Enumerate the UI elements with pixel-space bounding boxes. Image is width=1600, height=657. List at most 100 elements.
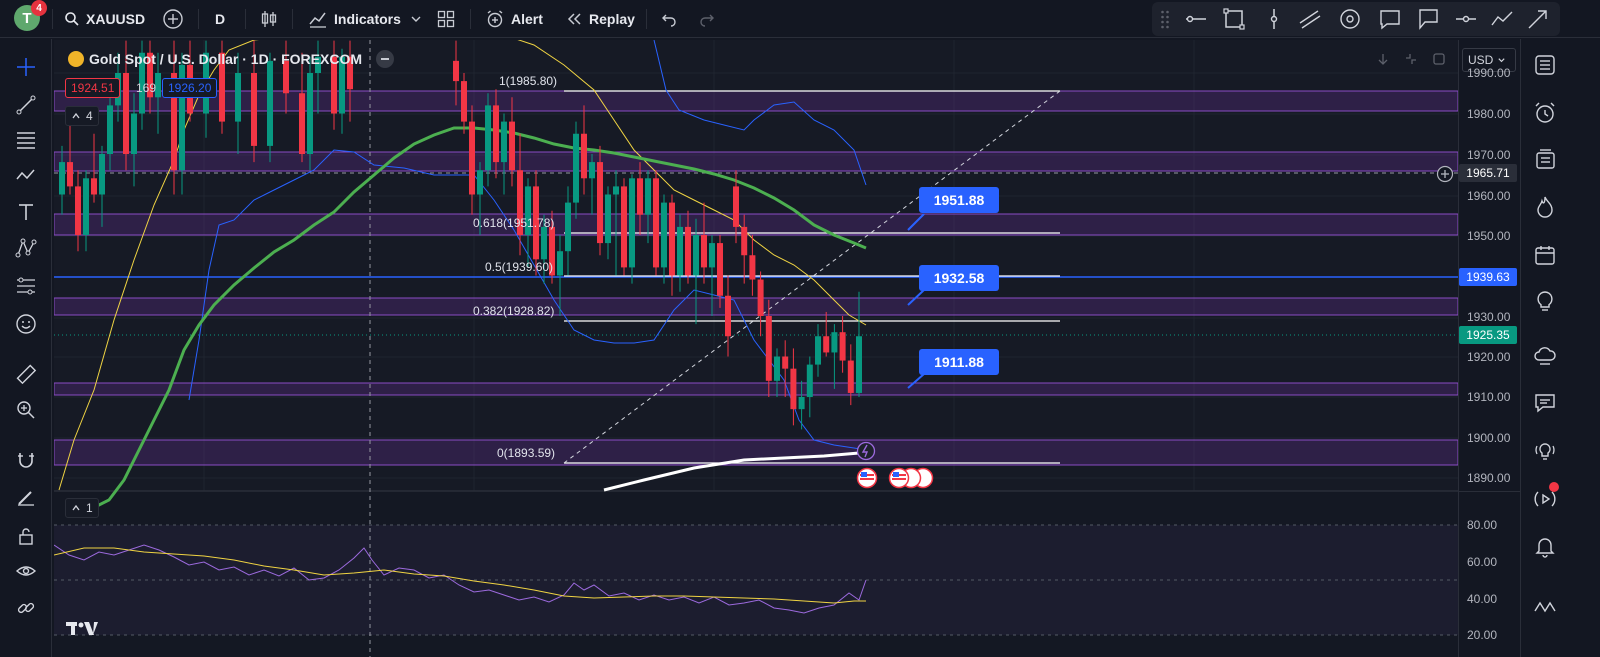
price-axis[interactable]: USD 1990.00 1980.00 1970.00 1960.00 1950…: [1458, 40, 1521, 657]
indicators-collapse-toggle[interactable]: 4: [65, 106, 99, 126]
us-flag-events-stack[interactable]: [888, 467, 934, 489]
chats-button[interactable]: [1531, 389, 1559, 417]
projection-tool[interactable]: [13, 273, 39, 299]
last-price-label: 1925.35: [1459, 326, 1517, 344]
streams-button[interactable]: [1531, 341, 1559, 369]
measure-tool[interactable]: [13, 361, 39, 387]
chart-type-button[interactable]: [260, 0, 278, 38]
trend-line-tool[interactable]: [13, 92, 39, 118]
parallel-channel-icon[interactable]: [1298, 7, 1322, 31]
market-button[interactable]: [1531, 593, 1559, 621]
indicators-button[interactable]: Indicators: [308, 0, 401, 38]
ask-price[interactable]: 1926.20: [162, 78, 218, 98]
notifications-button[interactable]: [1531, 532, 1559, 560]
data-window-button[interactable]: [1531, 145, 1559, 173]
candle-body: [517, 170, 523, 235]
pattern-tool[interactable]: [13, 163, 39, 189]
calendar-button[interactable]: [1531, 241, 1559, 269]
alert-button[interactable]: Alert: [485, 0, 543, 38]
lightning-event-icon[interactable]: [856, 441, 876, 461]
tradingview-logo[interactable]: [66, 619, 98, 642]
search-icon: [65, 12, 79, 26]
drag-handle-icon[interactable]: [1160, 9, 1170, 29]
candle-body: [453, 60, 459, 82]
price-tick: 1900.00: [1467, 431, 1511, 445]
notifications-stream-button[interactable]: [1531, 485, 1559, 513]
maximize-icon[interactable]: [1432, 52, 1446, 66]
hotlists-button[interactable]: [1531, 193, 1559, 221]
crosshair-icon: [17, 58, 35, 76]
target-icon[interactable]: [1338, 7, 1362, 31]
callout-1911[interactable]: 1911.88: [919, 349, 999, 375]
trend-arrow-icon[interactable]: [1526, 7, 1550, 31]
avatar-letter: T: [22, 9, 32, 27]
zoom-tool[interactable]: [13, 397, 39, 423]
callout-icon[interactable]: [1416, 7, 1440, 31]
undo-button[interactable]: [661, 0, 677, 38]
indicators-dropdown[interactable]: [410, 0, 422, 38]
candle-body: [461, 81, 467, 122]
price-tick: 1950.00: [1467, 229, 1511, 243]
rsi-pane-toggle[interactable]: 1: [65, 498, 99, 518]
fib-tool[interactable]: [13, 127, 39, 153]
fib-retracement-icon: [17, 132, 35, 149]
trend-line-icon: [16, 95, 36, 115]
callout-1932[interactable]: 1932.58: [919, 265, 999, 291]
alarm-clock-icon: [487, 10, 503, 28]
crosshair-tool[interactable]: [13, 54, 39, 80]
candle-body: [725, 295, 731, 337]
comment-icon[interactable]: [1378, 7, 1402, 31]
price-tick: 1920.00: [1467, 350, 1511, 364]
horizontal-ray-icon[interactable]: [1184, 9, 1208, 29]
candle-body: [557, 251, 563, 276]
more-options-icon[interactable]: [376, 50, 395, 68]
bollinger-upper: [653, 40, 867, 186]
us-flag-event-icon[interactable]: [856, 467, 878, 489]
drawing-mode-tool[interactable]: [13, 484, 39, 510]
link-tool[interactable]: [13, 595, 39, 621]
candle-body: [605, 194, 611, 244]
path-icon[interactable]: [1490, 7, 1514, 31]
candle-body: [765, 316, 772, 381]
arrow-down-icon[interactable]: [1376, 52, 1390, 66]
watchlist-button[interactable]: [1531, 51, 1559, 79]
callout-1951[interactable]: 1951.88: [919, 187, 999, 213]
currency-select[interactable]: USD: [1462, 48, 1516, 72]
candle-body: [806, 364, 813, 397]
alerts-button[interactable]: [1531, 99, 1559, 127]
candle-body: [749, 255, 756, 280]
price-tick: 1890.00: [1467, 471, 1511, 485]
magnet-tool[interactable]: [13, 447, 39, 473]
text-tool[interactable]: [13, 199, 39, 225]
drawing-toolbar: [1152, 2, 1560, 36]
user-avatar[interactable]: T 4: [14, 0, 47, 31]
replay-button[interactable]: Replay: [565, 0, 635, 38]
collapse-icon[interactable]: [1404, 52, 1418, 66]
help-button[interactable]: [1531, 437, 1559, 465]
notification-dot: [1549, 482, 1559, 492]
zoom-in-icon: [17, 401, 35, 419]
chevron-down-icon: [411, 16, 421, 22]
interval-button[interactable]: D: [215, 11, 226, 27]
compare-button[interactable]: [162, 0, 184, 38]
symbol-search-button[interactable]: XAUUSD: [64, 0, 145, 38]
candle-body: [525, 186, 531, 235]
lock-tool[interactable]: [13, 523, 39, 549]
redo-button[interactable]: [699, 0, 715, 38]
indicator-count: 4: [86, 109, 93, 123]
visibility-tool[interactable]: [13, 558, 39, 584]
calendar-icon: [1535, 246, 1555, 265]
rsi-tick: 60.00: [1467, 555, 1498, 569]
add-alert-plus-icon[interactable]: [1436, 165, 1454, 183]
xabcd-tool[interactable]: [13, 235, 39, 261]
price-line-icon[interactable]: [1454, 7, 1478, 31]
chart-pane[interactable]: Gold Spot / U.S. Dollar · 1D · FOREXCOM …: [54, 40, 1458, 657]
rectangle-icon[interactable]: [1222, 7, 1246, 31]
ideas-button[interactable]: [1531, 287, 1559, 315]
candle-body: [741, 226, 748, 256]
vertical-line-icon[interactable]: [1262, 7, 1286, 31]
layouts-button[interactable]: [437, 0, 455, 38]
candle-body: [179, 64, 185, 171]
icons-tool[interactable]: [13, 311, 39, 337]
bid-price[interactable]: 1924.51: [65, 78, 121, 98]
